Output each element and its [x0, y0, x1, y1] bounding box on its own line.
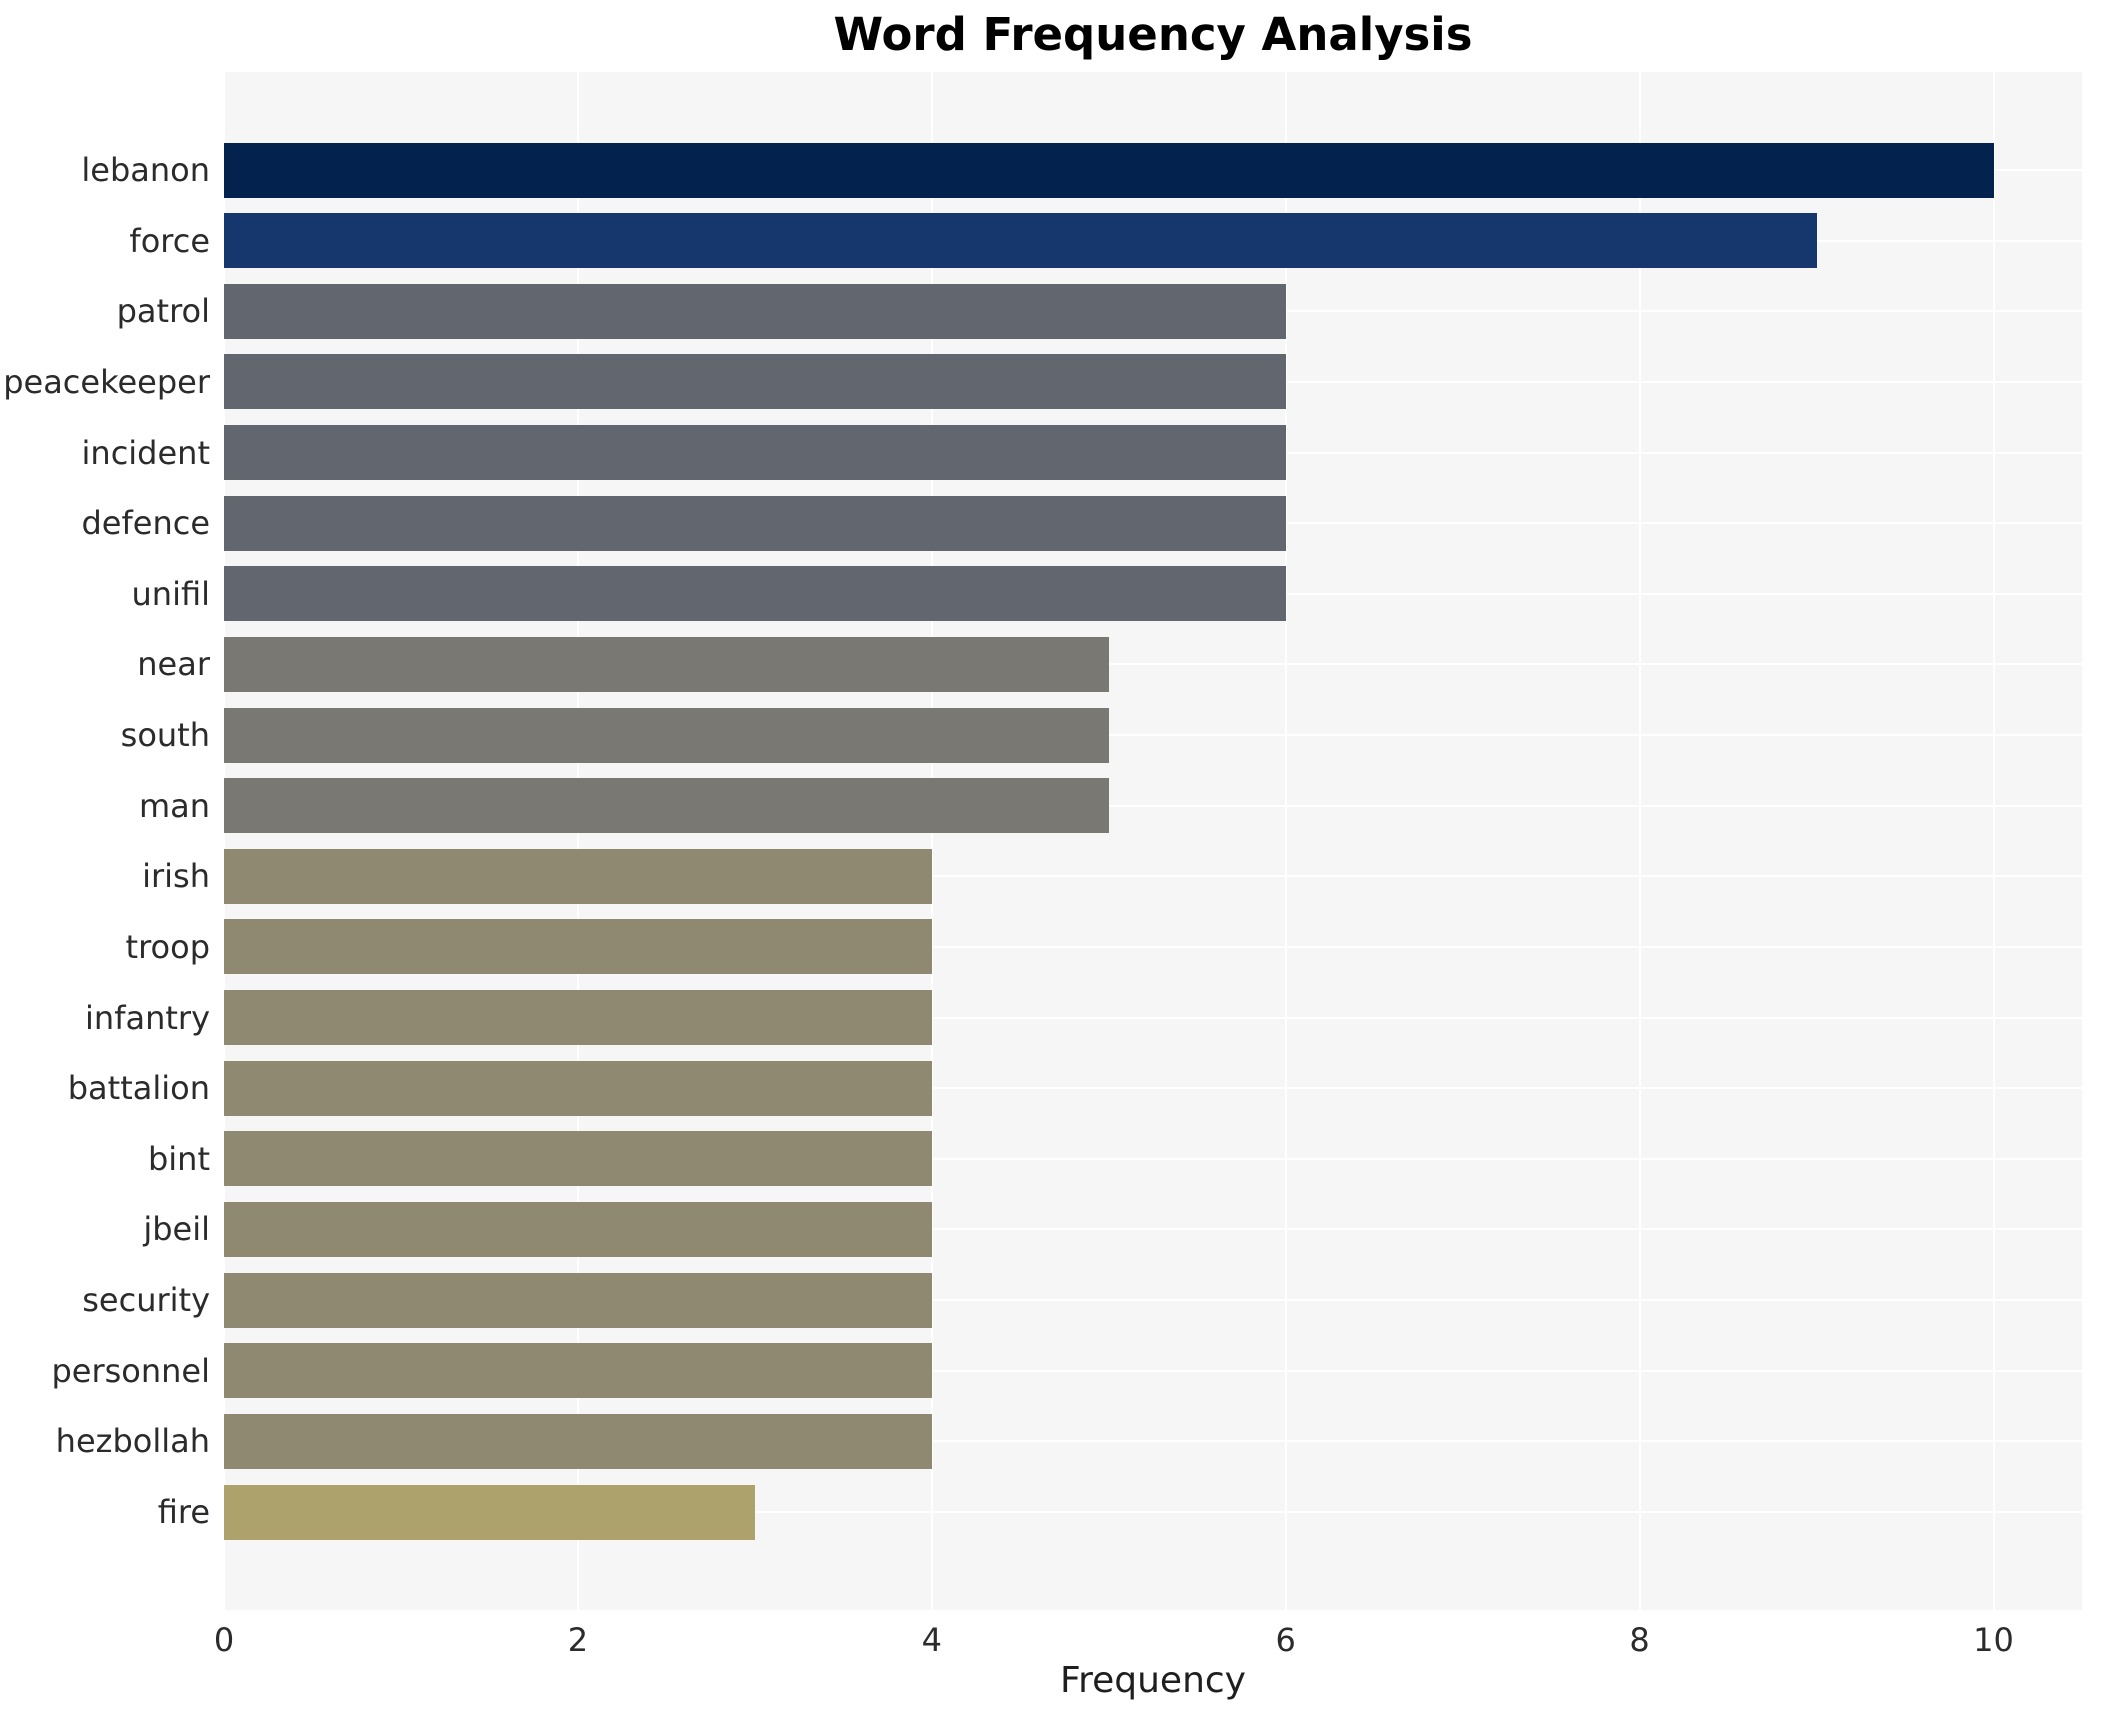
grid-line-horizontal: [224, 804, 2082, 807]
grid-line-horizontal: [224, 1440, 2082, 1443]
plot-area: [224, 72, 2082, 1610]
bar-lebanon: [224, 142, 1994, 198]
bar-battalion: [224, 1060, 932, 1116]
grid-line-horizontal: [224, 875, 2082, 878]
bar-force: [224, 213, 1817, 269]
bar-personnel: [224, 1343, 932, 1399]
x-tick-0: 0: [213, 1621, 235, 1659]
grid-line-vertical: [224, 72, 225, 1610]
y-label-irish: irish: [142, 857, 210, 896]
y-label-security: security: [82, 1281, 210, 1320]
y-label-defence: defence: [81, 504, 210, 543]
grid-line-vertical: [576, 72, 579, 1610]
x-tick-8: 8: [1629, 1621, 1650, 1659]
x-tick-10: 10: [1973, 1621, 2014, 1659]
grid-line-horizontal: [224, 1369, 2082, 1372]
bar-bint: [224, 1131, 932, 1187]
y-label-unifil: unifil: [131, 574, 211, 613]
bar-defence: [224, 495, 1286, 551]
x-tick-6: 6: [1275, 1621, 1296, 1659]
y-label-force: force: [129, 221, 210, 260]
y-label-personnel: personnel: [51, 1351, 210, 1390]
bar-hezbollah: [224, 1413, 932, 1469]
y-label-troop: troop: [125, 927, 210, 966]
grid-line-horizontal: [224, 1157, 2082, 1160]
bar-irish: [224, 848, 932, 904]
grid-line-horizontal: [224, 945, 2082, 948]
y-label-hezbollah: hezbollah: [55, 1422, 210, 1461]
x-axis-title: Frequency: [1060, 1660, 1246, 1701]
x-tick-4: 4: [921, 1621, 942, 1659]
bar-patrol: [224, 283, 1286, 339]
grid-line-vertical: [930, 72, 933, 1610]
chart-title: Word Frequency Analysis: [833, 8, 1473, 61]
grid-line-horizontal: [224, 1511, 2082, 1513]
x-tick-2: 2: [567, 1621, 589, 1659]
grid-line-horizontal: [224, 734, 2082, 737]
grid-line-vertical: [1284, 72, 1287, 1610]
y-label-jbeil: jbeil: [143, 1210, 210, 1249]
y-label-battalion: battalion: [67, 1069, 210, 1108]
bar-man: [224, 778, 1109, 834]
y-label-infantry: infantry: [85, 998, 210, 1037]
bar-jbeil: [224, 1201, 932, 1257]
bar-troop: [224, 919, 932, 975]
bar-infantry: [224, 990, 932, 1046]
bar-near: [224, 636, 1109, 692]
grid-line-horizontal: [224, 663, 2082, 666]
y-label-lebanon: lebanon: [81, 151, 210, 189]
y-label-fire: fire: [157, 1493, 210, 1531]
y-label-bint: bint: [147, 1139, 210, 1178]
bar-security: [224, 1272, 932, 1328]
bar-fire: [224, 1484, 755, 1540]
bar-unifil: [224, 566, 1286, 622]
grid-line-vertical: [1992, 72, 1995, 1610]
y-label-incident: incident: [81, 433, 210, 472]
y-label-man: man: [138, 786, 210, 825]
grid-line-vertical: [1638, 72, 1641, 1610]
grid-line-horizontal: [224, 1228, 2082, 1231]
y-label-patrol: patrol: [116, 292, 210, 331]
bar-peacekeeper: [224, 354, 1286, 410]
y-label-near: near: [137, 645, 210, 684]
bar-south: [224, 707, 1109, 763]
grid-line-horizontal: [224, 1299, 2082, 1302]
grid-line-horizontal: [224, 1016, 2082, 1019]
y-label-south: south: [120, 716, 210, 755]
y-label-peacekeeper: peacekeeper: [3, 362, 210, 401]
bar-incident: [224, 425, 1286, 481]
grid-line-horizontal: [224, 1087, 2082, 1090]
